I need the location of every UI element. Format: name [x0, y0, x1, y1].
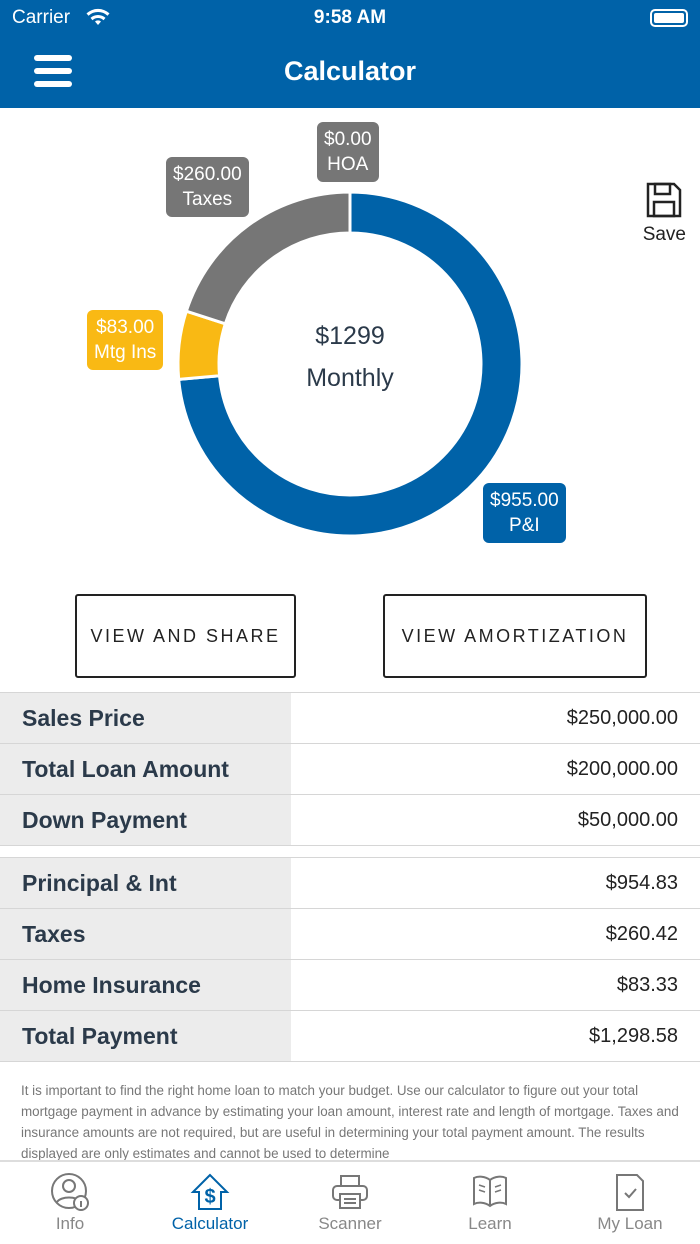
donut-svg — [176, 190, 524, 538]
status-bar: Carrier 9:58 AM — [0, 0, 700, 36]
printer-icon — [332, 1175, 368, 1209]
row-value[interactable]: $250,000.00 — [566, 707, 678, 729]
hamburger-icon[interactable] — [34, 55, 72, 87]
carrier-label: Carrier — [12, 7, 71, 28]
payment-table: Principal & Int $954.83 Taxes $260.42 Home… — [0, 857, 700, 1062]
floppy-disk-icon — [647, 182, 682, 218]
table-row: Total Payment $1,298.58 — [0, 1011, 700, 1062]
view-and-share-button[interactable]: VIEW AND SHARE — [75, 594, 296, 678]
view-amortization-button[interactable]: VIEW AMORTIZATION — [383, 594, 647, 678]
book-icon — [473, 1175, 507, 1208]
table-row: Total Loan Amount $200,000.00 — [0, 744, 700, 795]
disclaimer-text: It is important to find the right home l… — [21, 1083, 679, 1160]
clock: 9:58 AM — [313, 7, 387, 28]
row-value: $1,298.58 — [589, 1025, 678, 1047]
pi-value: $955.00 — [490, 490, 559, 511]
page-title: Calculator — [283, 56, 417, 86]
battery-icon — [650, 9, 688, 27]
nav-bar: Calculator — [0, 36, 700, 108]
taxes-value: $260.00 — [173, 164, 242, 185]
tab-learn[interactable]: Learn — [420, 1162, 560, 1244]
donut-slice-taxes — [184, 190, 352, 326]
row-label: Principal & Int — [0, 858, 291, 908]
house-dollar-icon: $ — [190, 1173, 230, 1210]
row-label: Taxes — [0, 909, 291, 959]
tab-my-loan[interactable]: My Loan — [560, 1162, 700, 1244]
hoa-label: $0.00 HOA — [317, 122, 379, 182]
mtg-ins-name: Mtg Ins — [94, 342, 157, 363]
table-row: Home Insurance $83.33 — [0, 960, 700, 1011]
loan-table: Sales Price $250,000.00 Total Loan Amount… — [0, 692, 700, 846]
taxes-label: $260.00 Taxes — [166, 157, 249, 217]
wifi-icon — [86, 8, 110, 26]
taxes-name: Taxes — [182, 189, 233, 210]
donut-chart: $1299 Monthly $0.00 HOA $260.00 Taxes $83.… — [0, 108, 700, 588]
row-value[interactable]: $50,000.00 — [577, 809, 678, 831]
row-label: Total Loan Amount — [0, 744, 291, 794]
table-row: Taxes $260.42 — [0, 909, 700, 960]
save-button[interactable]: Save — [643, 182, 686, 246]
row-label: Sales Price — [0, 693, 291, 743]
table-row: Sales Price $250,000.00 — [0, 693, 700, 744]
row-label: Total Payment — [0, 1011, 291, 1061]
table-row: Principal & Int $954.83 — [0, 858, 700, 909]
tab-label: Learn — [468, 1214, 512, 1233]
tab-label: Scanner — [318, 1214, 382, 1233]
tab-bar: Info $ Calculator Scanner Learn My Loan — [0, 1160, 700, 1244]
hoa-value: $0.00 — [324, 129, 372, 150]
row-label: Down Payment — [0, 795, 291, 845]
center-label: Monthly — [306, 364, 394, 392]
row-value[interactable]: $200,000.00 — [566, 758, 678, 780]
tab-scanner[interactable]: Scanner — [280, 1162, 420, 1244]
save-label: Save — [642, 224, 686, 245]
pi-name: P&I — [509, 515, 540, 536]
tab-label: Info — [55, 1214, 85, 1233]
hoa-name: HOA — [327, 154, 369, 175]
svg-text:$: $ — [204, 1186, 215, 1208]
pi-label: $955.00 P&I — [483, 483, 566, 543]
table-row: Down Payment $50,000.00 — [0, 795, 700, 846]
donut-slice-p-i — [177, 190, 524, 538]
row-value: $83.33 — [616, 974, 678, 996]
row-value: $954.83 — [605, 872, 678, 894]
center-value: $1299 — [315, 322, 385, 350]
document-check-icon — [616, 1174, 644, 1211]
row-value: $260.42 — [605, 923, 678, 945]
tab-label: My Loan — [597, 1214, 663, 1233]
tab-label: Calculator — [171, 1214, 249, 1233]
tab-info[interactable]: Info — [0, 1162, 140, 1244]
mtg-ins-label: $83.00 Mtg Ins — [87, 310, 164, 370]
tab-calculator[interactable]: $ Calculator — [140, 1162, 280, 1244]
row-label: Home Insurance — [0, 960, 291, 1010]
mtg-ins-value: $83.00 — [96, 317, 155, 338]
user-info-icon — [51, 1173, 89, 1211]
